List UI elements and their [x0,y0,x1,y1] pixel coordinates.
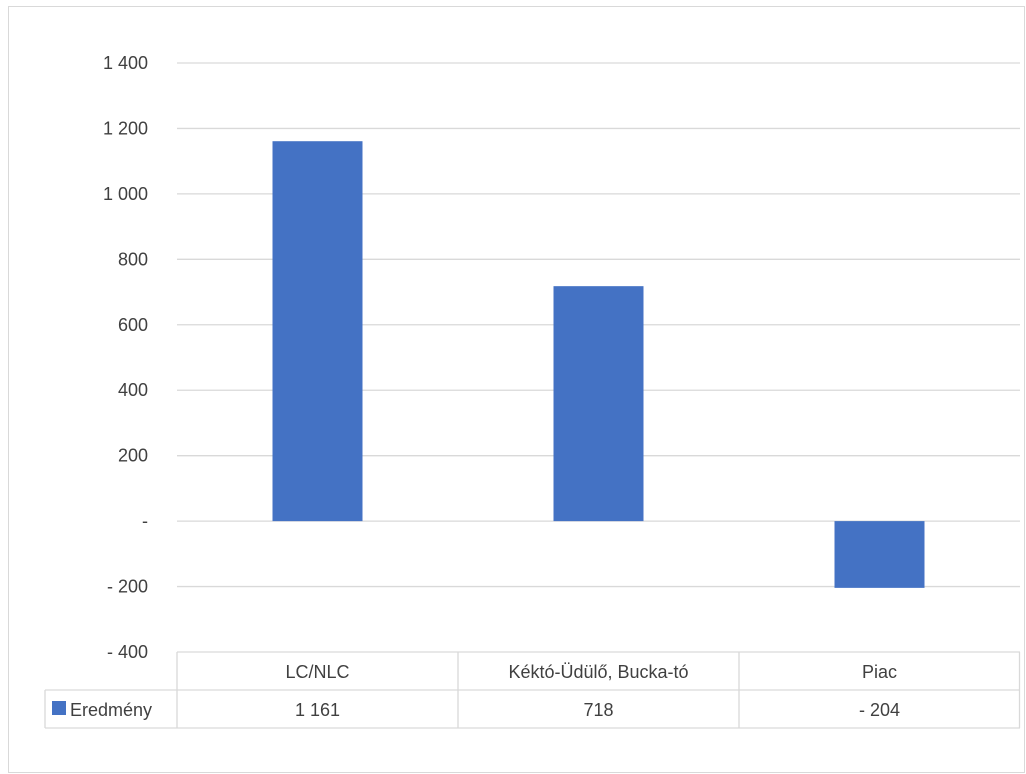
y-tick-label: 400 [118,380,148,400]
bar-k-kt-d-l-bucka-t- [553,286,644,522]
y-tick-label: - 400 [107,642,148,662]
y-tick-label: 1 000 [103,184,148,204]
category-label: Kéktó-Üdülő, Bucka-tó [508,662,688,682]
y-tick-label: 1 200 [103,118,148,138]
data-value-label: - 204 [859,700,900,720]
data-value-label: 718 [583,700,613,720]
y-tick-label: 200 [118,446,148,466]
category-label: Piac [862,662,897,682]
data-value-label: 1 161 [295,700,340,720]
bar-piac [834,521,925,588]
legend-series-label: Eredmény [70,700,152,720]
bars [272,141,925,588]
chart-area [8,6,1025,773]
y-tick-label: 1 400 [103,53,148,73]
y-tick-label: 600 [118,315,148,335]
y-axis-tick-labels: 1 400 1 200 1 000 800 600 400 200 - - 200 - 400 [103,53,148,662]
data-table: LC/NLC 1 161 Kéktó-Üdülő, Bucka-tó 718 Piac -… [44,651,1021,729]
y-tick-label: 800 [118,249,148,269]
legend-swatch [52,701,66,715]
y-tick-label: - 200 [107,577,148,597]
y-tick-label: - [142,511,148,531]
category-label: LC/NLC [285,662,349,682]
bar-lc-nlc [272,141,363,522]
